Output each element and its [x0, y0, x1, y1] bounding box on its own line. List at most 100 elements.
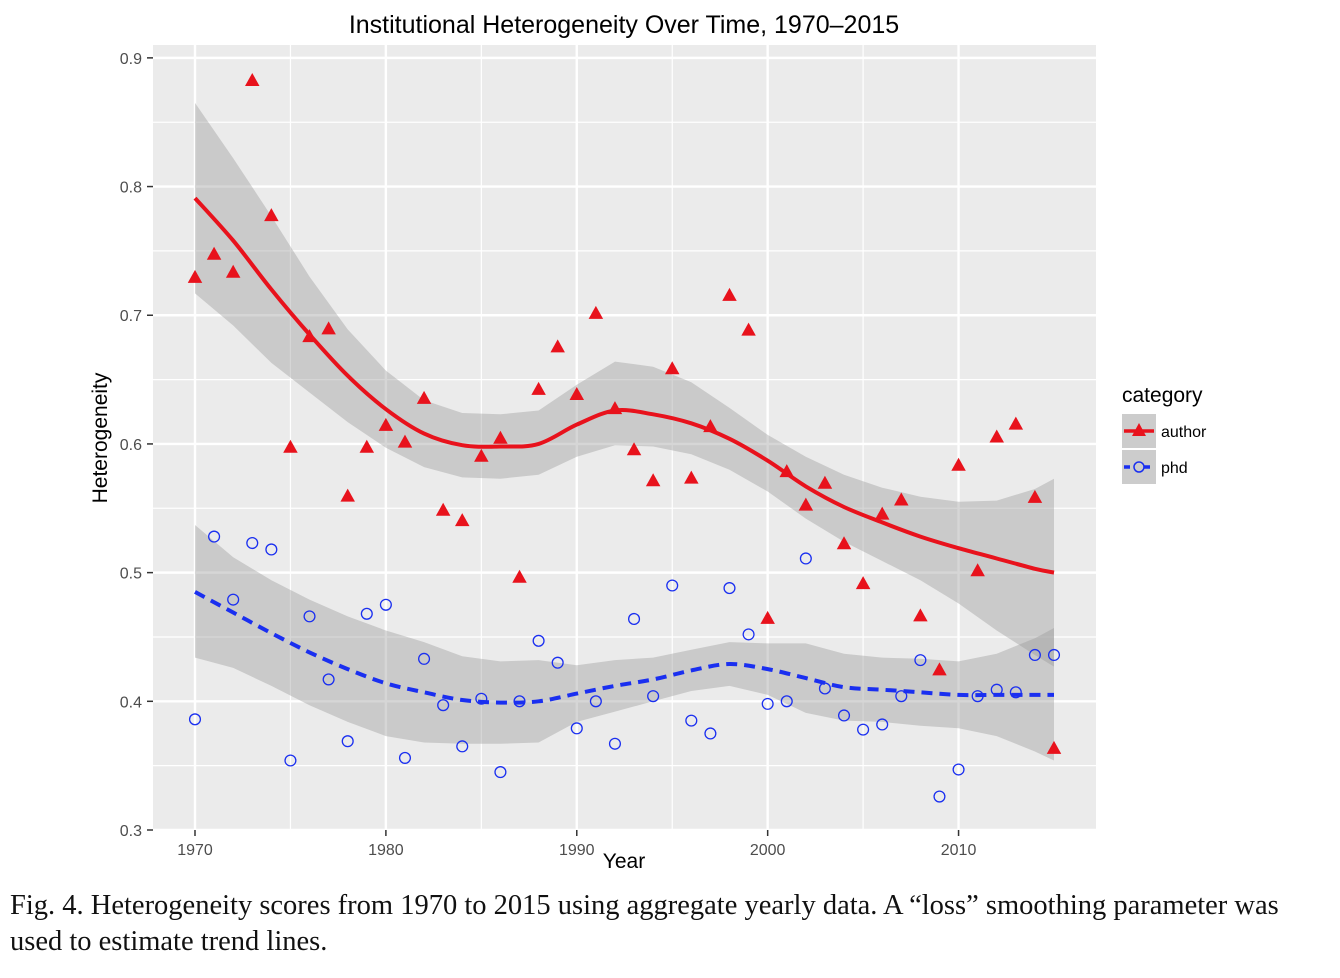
point-author: [454, 513, 470, 527]
y-axis-label: Heterogeneity: [89, 372, 112, 503]
point-author: [397, 434, 413, 448]
point-phd: [551, 656, 564, 669]
point-phd: [589, 695, 602, 708]
point-author: [378, 417, 394, 431]
point-author: [798, 497, 814, 511]
chart-title: Institutional Heterogeneity Over Time, 1…: [349, 11, 899, 39]
point-phd: [704, 727, 717, 740]
point-author: [493, 430, 508, 444]
point-phd: [876, 718, 889, 731]
point-phd: [1009, 686, 1022, 699]
figure-caption: Fig. 4. Heterogeneity scores from 1970 t…: [10, 890, 1279, 957]
point-author: [722, 287, 737, 301]
point-phd: [685, 714, 698, 727]
point-author: [894, 492, 909, 506]
point-phd: [780, 695, 793, 708]
plot-panel: [153, 45, 1096, 830]
point-phd: [1028, 648, 1041, 662]
legend-marker-phd: [1133, 461, 1145, 473]
point-phd: [647, 690, 660, 703]
data-points: [187, 72, 1062, 803]
y-tick-label: 0.6: [120, 437, 142, 454]
point-author: [645, 473, 661, 487]
point-phd: [456, 740, 469, 753]
point-author: [435, 502, 451, 516]
point-phd: [914, 654, 927, 667]
point-author: [932, 662, 947, 676]
y-tick-label: 0.5: [120, 566, 142, 583]
point-phd: [1047, 648, 1061, 662]
point-phd: [723, 582, 736, 595]
point-phd: [341, 735, 354, 748]
point-author: [225, 264, 241, 278]
point-author: [874, 506, 890, 520]
y-tick-label: 0.7: [120, 308, 142, 325]
y-tick-label: 0.9: [120, 51, 142, 68]
point-author: [1008, 416, 1024, 430]
point-author: [283, 439, 298, 453]
x-tick-label: 2010: [941, 842, 977, 859]
point-phd: [532, 634, 545, 647]
legend: category author phd: [1122, 384, 1207, 484]
point-author: [321, 321, 336, 335]
point-phd: [742, 628, 755, 641]
point-author: [951, 457, 966, 471]
legend-title: category: [1122, 384, 1203, 407]
legend-label-phd: phd: [1161, 460, 1188, 477]
point-phd: [761, 697, 774, 710]
point-author: [550, 339, 565, 353]
x-tick-label: 1970: [177, 842, 213, 859]
point-phd: [246, 536, 259, 550]
point-phd: [837, 709, 851, 722]
y-tick-label: 0.8: [120, 180, 142, 197]
major-grid: [153, 45, 1096, 832]
point-phd: [303, 610, 316, 623]
point-author: [359, 439, 375, 453]
legend-label-author: author: [1161, 424, 1207, 441]
point-phd: [188, 713, 202, 726]
point-phd: [933, 790, 946, 803]
x-tick-label: 1980: [368, 842, 404, 859]
point-phd: [437, 699, 450, 712]
point-author: [684, 470, 699, 484]
point-phd: [799, 552, 812, 565]
axes: 1970 1980 1990 2000 2010 0.3 0.4 0.5 0.6 0.7 0.8 0.…: [120, 51, 977, 859]
point-author: [836, 536, 852, 550]
point-author: [569, 386, 585, 400]
point-phd: [208, 530, 221, 543]
point-phd: [666, 579, 679, 592]
point-author: [206, 246, 222, 260]
point-phd: [895, 690, 908, 703]
point-phd: [857, 723, 870, 736]
point-phd: [360, 607, 373, 620]
point-author: [416, 390, 432, 404]
point-phd: [284, 754, 297, 767]
point-author: [588, 305, 604, 319]
point-phd: [608, 737, 622, 750]
minor-grid: [153, 45, 1096, 830]
point-phd: [475, 692, 488, 705]
point-phd: [379, 598, 392, 611]
point-phd: [627, 612, 641, 626]
point-author: [741, 322, 756, 336]
y-tick-label: 0.3: [120, 823, 142, 840]
point-author: [989, 429, 1004, 443]
point-author: [664, 361, 680, 375]
point-author: [474, 448, 489, 462]
point-phd: [494, 766, 507, 779]
legend-marker-author: [1132, 423, 1146, 436]
point-author: [855, 576, 871, 590]
point-author: [340, 488, 355, 502]
point-author: [817, 475, 833, 489]
x-axis-label: Year: [603, 850, 645, 873]
point-author: [531, 381, 546, 395]
point-phd: [227, 593, 240, 606]
point-author: [913, 608, 928, 622]
point-author: [1046, 740, 1062, 754]
point-author: [512, 569, 527, 583]
point-phd: [265, 543, 278, 556]
point-phd: [322, 673, 335, 686]
point-phd: [398, 751, 412, 764]
point-phd: [418, 652, 431, 665]
point-phd: [952, 763, 965, 776]
